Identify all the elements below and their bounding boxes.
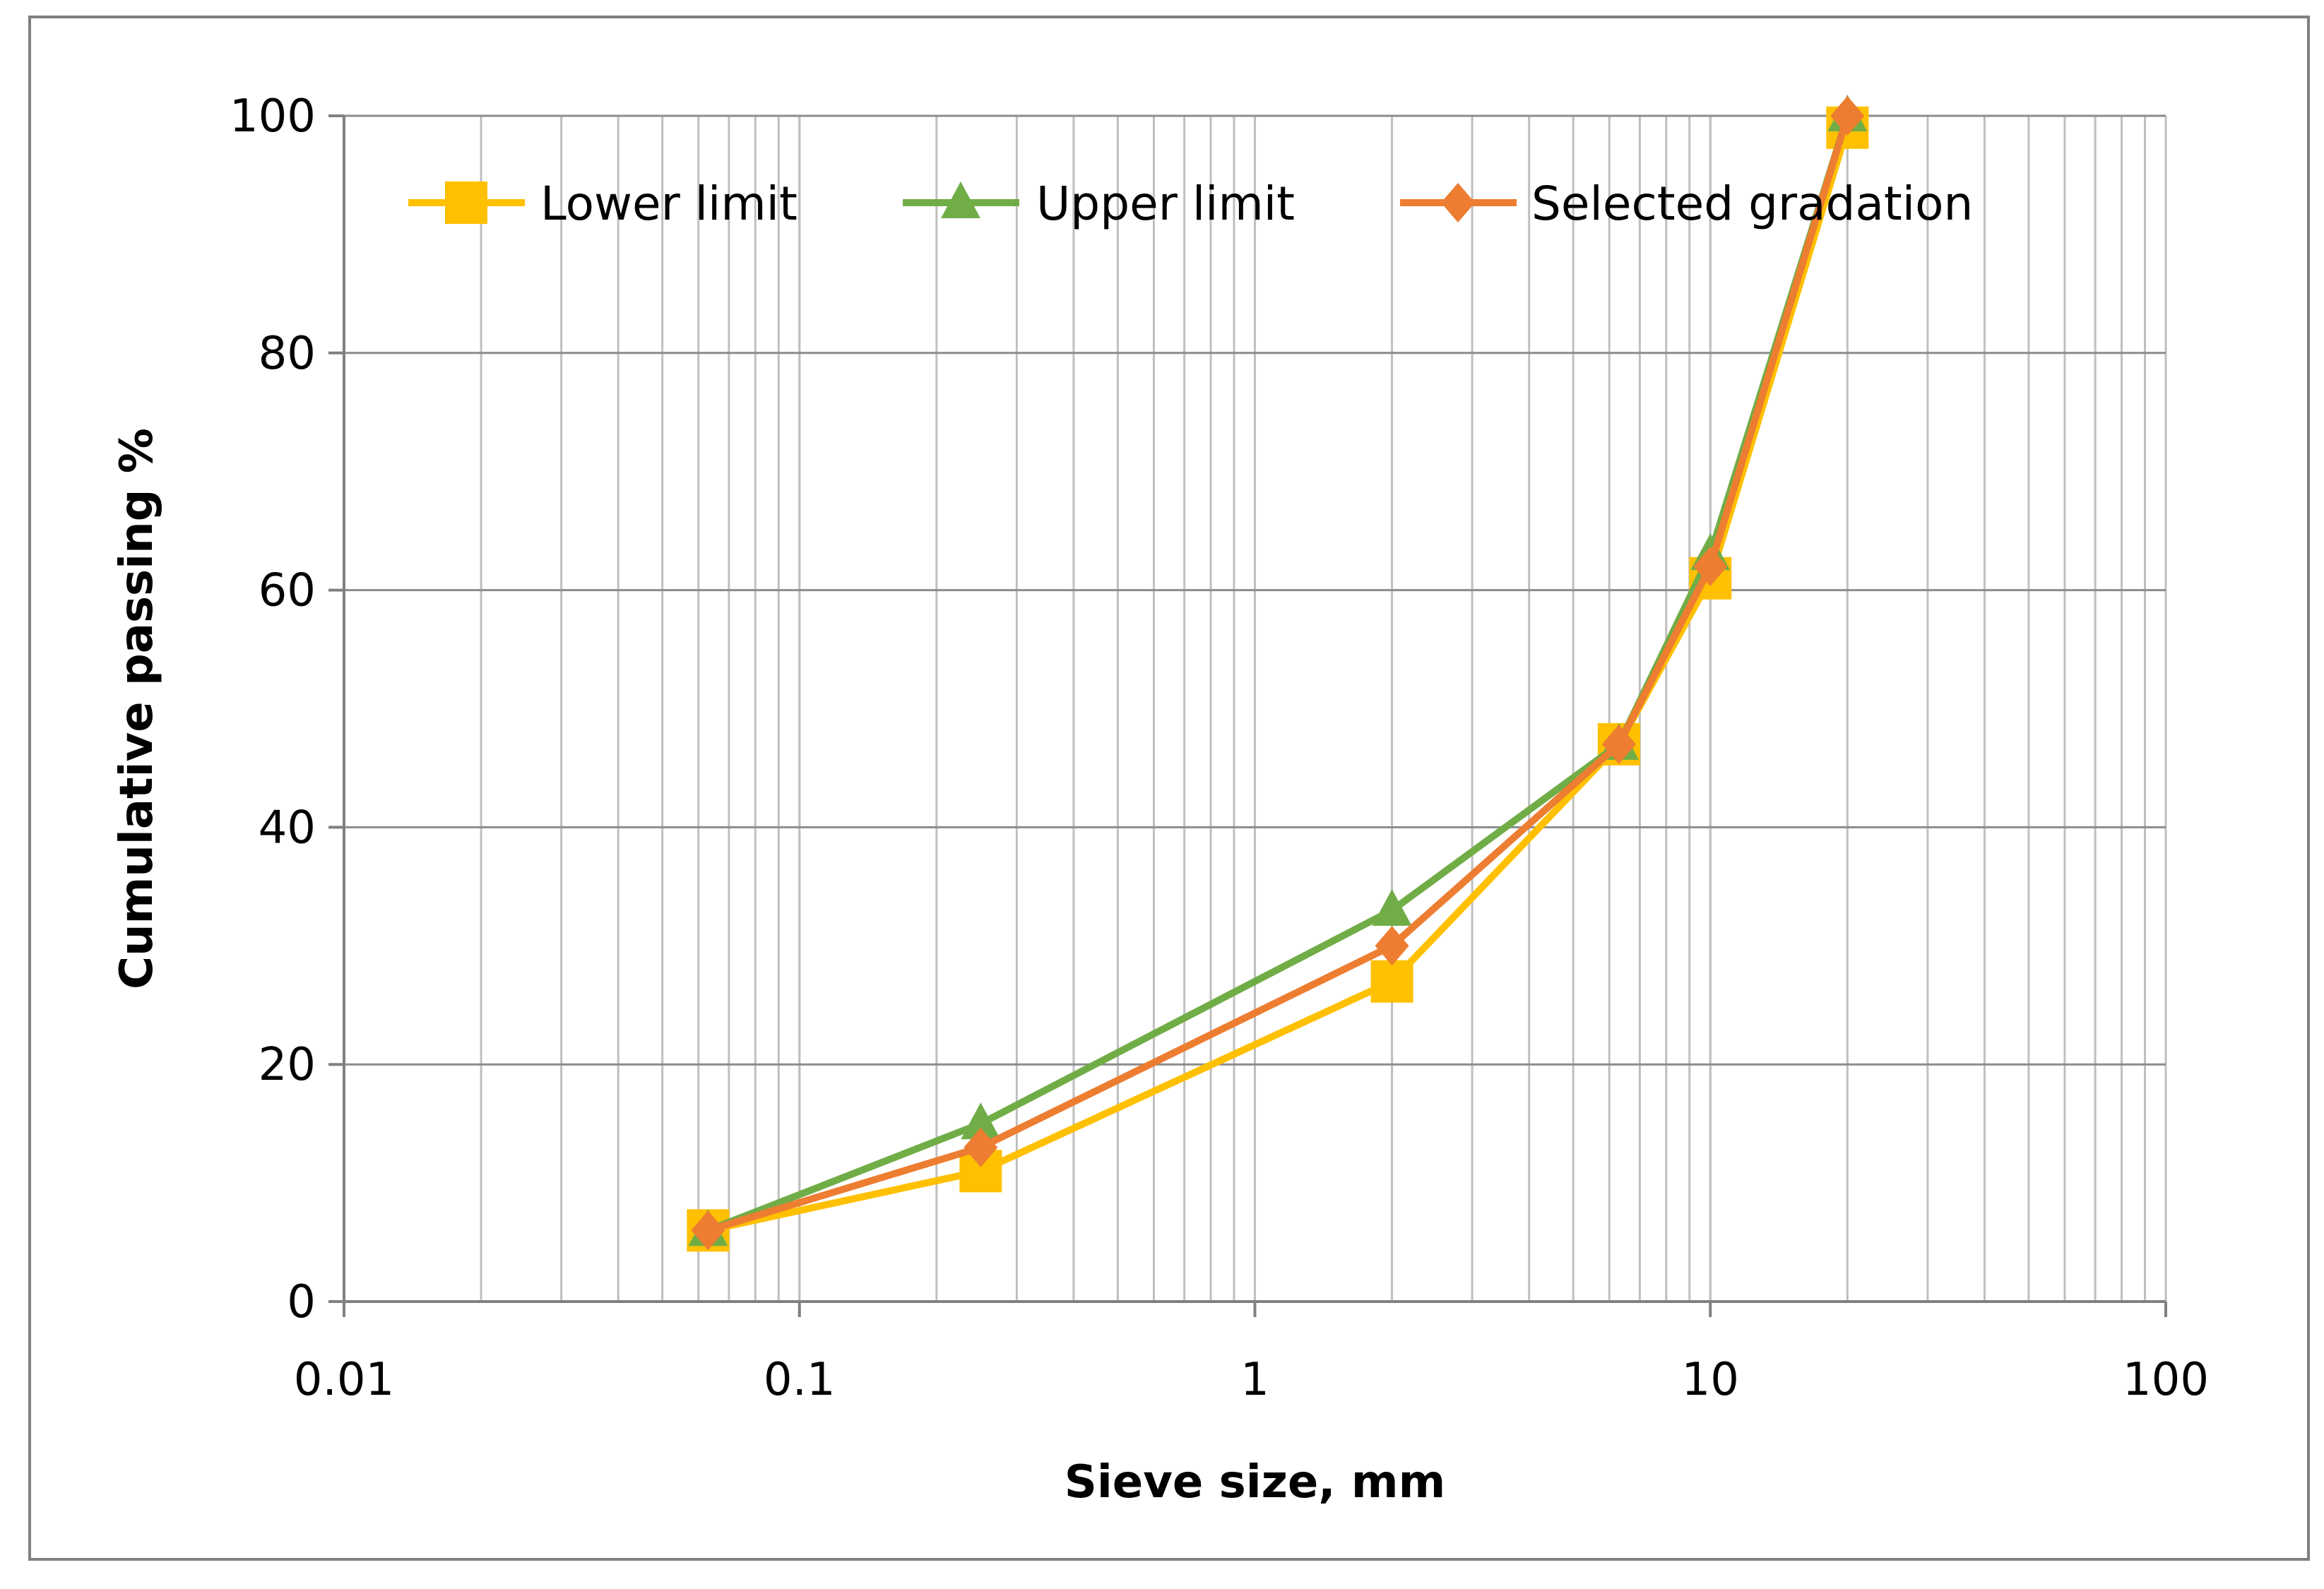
x-tick-label: 100 — [2123, 1354, 2209, 1406]
x-tick-label: 0.1 — [764, 1354, 836, 1406]
legend-item-lower-limit: Lower limit — [408, 177, 798, 231]
legend-marker-selected-gradation — [1441, 183, 1475, 222]
y-tick-label: 60 — [259, 565, 316, 617]
upper-limit-line — [706, 114, 1851, 1234]
selected-gradation-line — [706, 114, 1851, 1234]
selected-gradation-point — [1601, 724, 1636, 764]
y-tick-label: 80 — [259, 328, 316, 380]
legend-item-upper-limit: Upper limit — [903, 177, 1295, 231]
chart-frame — [28, 16, 2310, 1561]
selected-gradation-point — [691, 1210, 725, 1251]
legend-label-selected-gradation: Selected gradation — [1531, 177, 1973, 231]
legend-marker-upper-limit — [941, 181, 980, 218]
x-axis-title: Sieve size, mm — [1065, 1456, 1446, 1508]
series-lines — [687, 95, 1869, 1252]
legend-label-upper-limit: Upper limit — [1036, 177, 1295, 231]
legend: Lower limit Upper limit Selected gradation — [408, 177, 1973, 231]
y-axis-title: Cumulative passing % — [111, 428, 163, 989]
x-tick-label: 1 — [1240, 1354, 1269, 1406]
lower-limit-series — [687, 106, 1869, 1252]
y-tick-label: 40 — [259, 802, 316, 854]
y-tick-label: 100 — [230, 90, 316, 143]
selected-gradation-point — [1693, 547, 1728, 587]
x-tick-label: 10 — [1682, 1354, 1739, 1406]
lower-limit-point — [1370, 960, 1413, 1003]
x-tick-label: 0.01 — [294, 1354, 395, 1406]
y-tick-label: 20 — [259, 1039, 316, 1091]
tick-labels: 0 20 40 60 80 100 0.01 0.1 1 10 100 — [230, 90, 2209, 1406]
grid-lines — [344, 114, 2167, 1302]
legend-item-selected-gradation: Selected gradation — [1400, 177, 1973, 231]
selected-gradation-point — [1375, 926, 1409, 966]
legend-label-lower-limit: Lower limit — [540, 177, 798, 231]
upper-limit-point — [1372, 888, 1412, 926]
selected-gradation-series — [691, 96, 1865, 1251]
legend-marker-lower-limit — [445, 181, 487, 224]
selected-gradation-point — [1830, 96, 1865, 136]
axes — [328, 114, 2167, 1317]
upper-limit-point — [961, 1102, 1001, 1140]
y-tick-label: 0 — [287, 1276, 316, 1328]
selected-gradation-point — [964, 1127, 998, 1167]
